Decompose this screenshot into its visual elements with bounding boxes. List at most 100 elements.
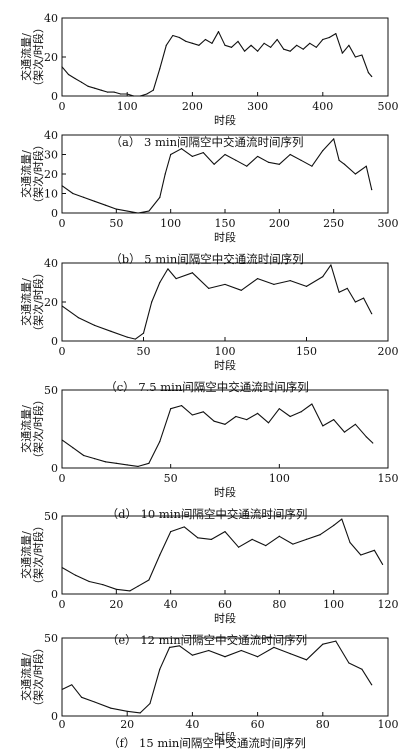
x-tick-label: 100 — [323, 598, 344, 611]
x-tick-label: 150 — [296, 345, 317, 358]
data-point — [146, 93, 148, 95]
data-point — [333, 524, 335, 526]
data-point — [104, 461, 107, 463]
data-point — [278, 163, 280, 165]
data-point — [333, 138, 335, 140]
x-tick-label: 50 — [164, 472, 178, 485]
data-point — [137, 465, 139, 468]
data-point — [354, 423, 356, 425]
data-point — [338, 159, 340, 161]
data-point — [328, 36, 330, 39]
data-point — [80, 696, 83, 698]
data-point — [267, 161, 270, 163]
data-point — [191, 155, 193, 158]
data-point — [172, 34, 174, 37]
plot-frame — [61, 262, 389, 342]
x-axis-label: 时段 — [214, 730, 236, 744]
data-point — [159, 196, 161, 198]
y-axis-label: 交通流量/（架次/时段） — [19, 139, 45, 209]
x-tick-label: 200 — [378, 345, 399, 358]
data-point — [61, 688, 63, 691]
data-point — [235, 415, 237, 418]
data-point — [210, 538, 213, 541]
data-point — [243, 50, 246, 52]
data-point — [80, 81, 83, 83]
y-tick-label: 0 — [51, 335, 58, 348]
data-point — [305, 538, 308, 541]
y-axis-label: 交通流量/（架次/时段） — [19, 267, 45, 337]
y-tick-label: 0 — [51, 588, 58, 601]
data-point — [289, 279, 291, 282]
data-point — [72, 447, 74, 449]
data-point — [257, 50, 259, 52]
y-tick-label: 0 — [51, 462, 58, 475]
data-point — [230, 46, 233, 48]
data-point — [148, 462, 150, 464]
data-point — [110, 707, 112, 709]
data-point — [159, 68, 161, 70]
x-tick-label: 200 — [182, 100, 203, 113]
data-point — [148, 579, 150, 581]
data-point — [224, 153, 226, 156]
data-point — [71, 684, 73, 686]
x-tick-label: 80 — [272, 598, 286, 611]
chart-caption: （a） 3 min间隔空中交通流时间序列 — [111, 135, 304, 149]
data-point — [191, 654, 193, 656]
data-point — [149, 702, 151, 705]
data-point — [202, 411, 204, 413]
data-point — [361, 54, 363, 56]
data-point — [217, 31, 220, 33]
data-point — [137, 212, 139, 214]
data-point — [142, 332, 145, 334]
data-point — [371, 75, 373, 78]
data-point — [139, 95, 141, 97]
data-point — [372, 442, 374, 444]
x-tick-label: 200 — [269, 217, 290, 230]
data-point — [270, 46, 272, 48]
x-tick-label: 0 — [59, 598, 66, 611]
data-point — [315, 46, 317, 48]
data-point — [191, 414, 193, 416]
series-line — [61, 264, 373, 340]
data-point — [354, 173, 356, 175]
plot-frame — [61, 17, 389, 97]
data-point — [129, 590, 131, 592]
data-point — [257, 155, 259, 158]
data-point — [61, 66, 63, 68]
data-point — [300, 411, 302, 413]
data-point — [322, 276, 324, 278]
data-point — [170, 153, 172, 156]
data-point — [257, 412, 259, 414]
data-point — [322, 38, 324, 41]
chart-panel-0: 0 100 200 300 400 500 0 20 40 时段 交通流量/（架次/时段） （a） 3… — [19, 12, 399, 149]
data-point — [67, 73, 70, 76]
data-point — [330, 264, 332, 266]
x-tick-label: 0 — [59, 472, 66, 485]
data-point — [61, 185, 63, 187]
data-point — [224, 44, 226, 46]
x-tick-label: 50 — [137, 345, 151, 358]
data-point — [115, 462, 117, 464]
y-axis-label: 交通流量/（架次/时段） — [19, 394, 45, 464]
data-point — [126, 710, 128, 712]
data-point — [134, 338, 136, 340]
data-point — [213, 163, 215, 165]
y-tick-label: 20 — [44, 296, 58, 309]
data-point — [115, 588, 117, 590]
data-point — [273, 283, 275, 286]
data-point — [309, 42, 311, 44]
data-point — [170, 531, 172, 533]
data-point — [278, 535, 280, 537]
data-point — [305, 285, 308, 287]
data-point — [74, 574, 77, 576]
y-axis-label: 交通流量/（架次/时段） — [19, 520, 45, 590]
data-point — [348, 662, 350, 664]
plot-frame — [61, 637, 389, 717]
data-point — [159, 281, 161, 284]
data-point — [289, 50, 291, 52]
data-point — [204, 38, 207, 41]
data-point — [198, 44, 200, 46]
data-point — [74, 77, 76, 80]
data-point — [246, 419, 248, 421]
